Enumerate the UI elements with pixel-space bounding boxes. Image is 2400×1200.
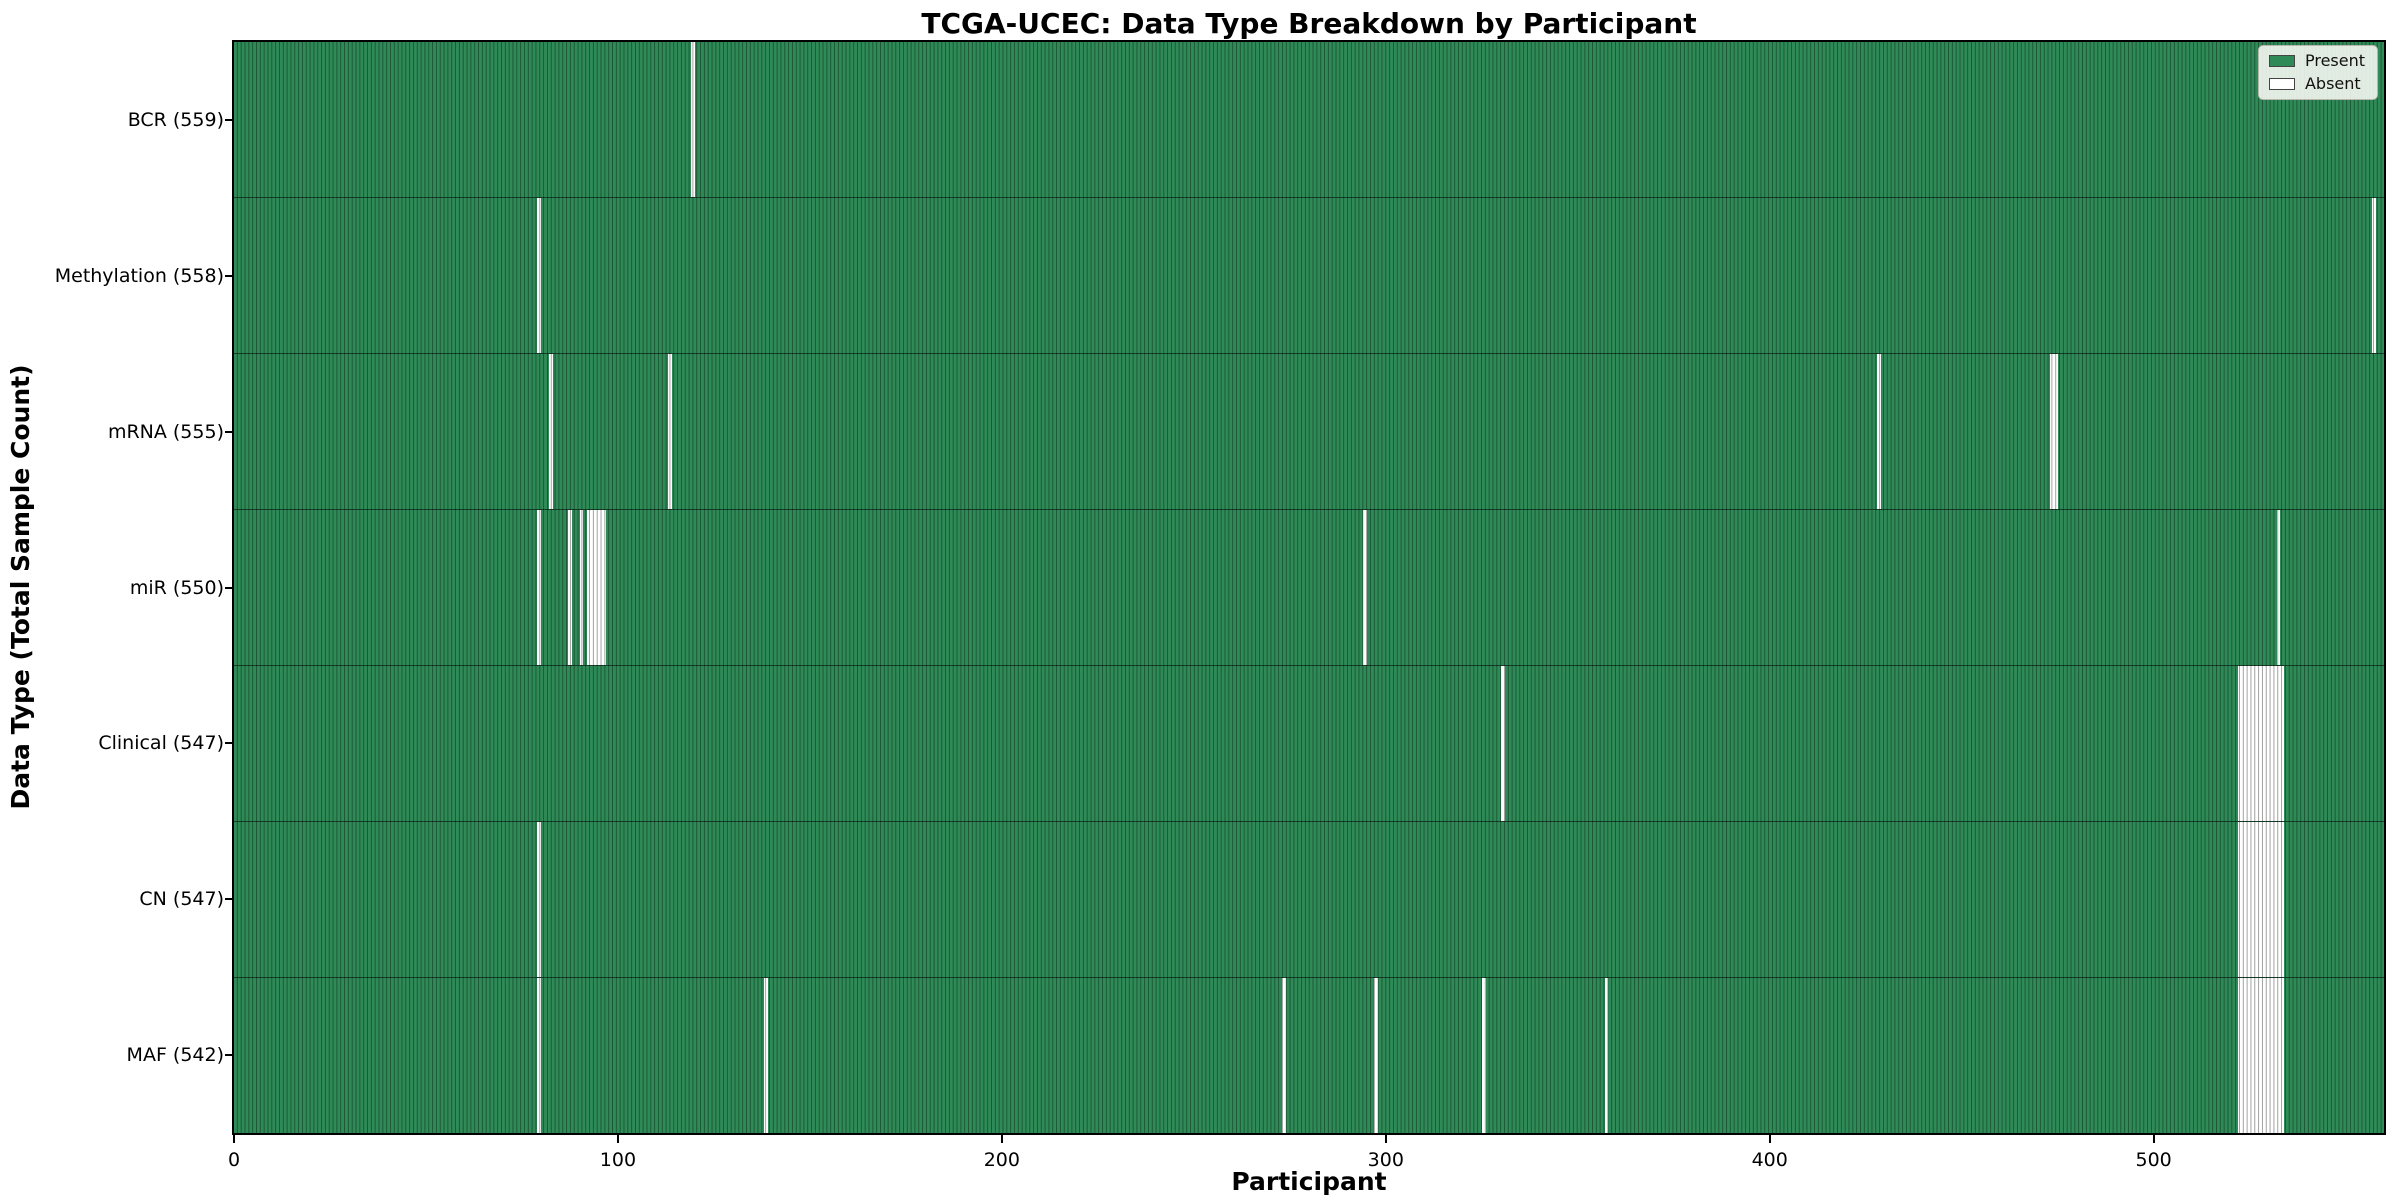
y-tick-label: BCR (559) <box>127 108 224 131</box>
present-swatch <box>2268 55 2295 67</box>
y-tick-mark <box>225 430 232 433</box>
heatmap-row-Methylation <box>234 197 2384 353</box>
absent-run <box>587 510 607 665</box>
absent-run <box>579 510 584 665</box>
absent-run <box>2238 822 2285 977</box>
absent-run <box>568 510 572 665</box>
absent-run <box>1877 354 1882 509</box>
y-tick-mark <box>225 1054 232 1057</box>
heatmap-row-mRNA <box>234 353 2384 509</box>
x-tick-label: 400 <box>1751 1149 1788 1171</box>
x-tick-mark <box>1384 1135 1387 1143</box>
x-tick-label: 500 <box>2135 1149 2172 1171</box>
absent-run <box>2049 354 2058 509</box>
y-tick-mark <box>225 274 232 277</box>
heatmap-row-Clinical <box>234 665 2384 821</box>
heatmap-row-miR <box>234 509 2384 665</box>
heatmap-row-BCR <box>234 42 2384 197</box>
absent-run <box>2372 198 2377 353</box>
y-tick-label: Clinical (547) <box>98 732 224 755</box>
legend-label-absent: Absent <box>2304 74 2361 93</box>
x-tick-label: 300 <box>1367 1149 1404 1171</box>
x-tick-mark <box>2152 1135 2155 1143</box>
x-tick-mark <box>1768 1135 1771 1143</box>
absent-run <box>548 354 553 509</box>
x-axis-label: Participant <box>1231 1167 1387 1196</box>
absent-swatch <box>2268 78 2295 90</box>
absent-run <box>537 822 542 977</box>
absent-run <box>1282 978 1286 1133</box>
y-tick-mark <box>225 898 232 901</box>
y-tick-mark <box>225 742 232 745</box>
x-tick-label: 0 <box>227 1149 241 1171</box>
plot-area: Present Absent <box>232 40 2386 1135</box>
chart-title: TCGA-UCEC: Data Type Breakdown by Partic… <box>921 7 1697 40</box>
absent-run <box>690 42 695 197</box>
y-tick-mark <box>225 586 232 589</box>
absent-run <box>667 354 672 509</box>
absent-run <box>2276 510 2281 665</box>
absent-run <box>763 978 768 1133</box>
y-tick-label: Methylation (558) <box>54 264 224 287</box>
absent-run <box>537 198 542 353</box>
absent-run <box>1374 978 1379 1133</box>
x-tick-label: 200 <box>983 1149 1020 1171</box>
legend-entry-absent: Absent <box>2268 74 2365 93</box>
x-tick-mark <box>233 1135 235 1143</box>
x-tick-mark <box>616 1135 619 1143</box>
legend: Present Absent <box>2257 45 2378 100</box>
absent-run <box>2238 666 2285 821</box>
x-tick-label: 100 <box>599 1149 637 1171</box>
absent-run <box>1500 666 1505 821</box>
y-tick-label: CN (547) <box>139 888 224 911</box>
absent-run <box>2238 978 2285 1133</box>
absent-run <box>1362 510 1367 665</box>
y-tick-label: MAF (542) <box>126 1044 224 1067</box>
absent-run <box>537 978 542 1133</box>
x-tick-mark <box>1000 1135 1003 1143</box>
heatmap-row-MAF <box>234 977 2384 1133</box>
absent-run <box>1604 978 1609 1133</box>
absent-run <box>537 510 542 665</box>
y-tick-mark <box>225 118 232 121</box>
heatmap-row-CN <box>234 821 2384 977</box>
y-tick-label: mRNA (555) <box>107 420 224 443</box>
y-tick-label: miR (550) <box>129 576 224 599</box>
heatmap-rows <box>234 42 2384 1133</box>
absent-run <box>1481 978 1486 1133</box>
legend-label-present: Present <box>2304 51 2365 70</box>
legend-entry-present: Present <box>2268 51 2365 70</box>
